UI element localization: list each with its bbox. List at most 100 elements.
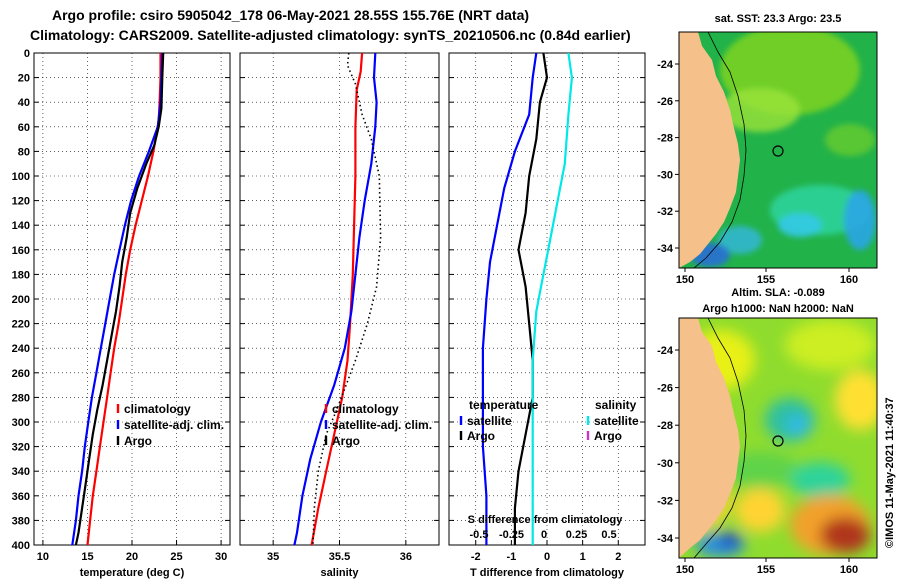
y-tick-label: 260 (12, 368, 30, 380)
sla-map: Altim. SLA: -0.089 Argo h1000: NaN h2000… (657, 287, 878, 576)
x-tick-label: 36 (400, 551, 412, 563)
y-tick-label: 360 (12, 491, 30, 503)
lat-tick-label: -26 (657, 96, 673, 108)
series-argo (312, 52, 382, 546)
panel-frame-salinity (239, 52, 440, 546)
lat-tick-label: -32 (657, 495, 673, 507)
y-tick-label: 400 (12, 540, 30, 552)
title-line-2: Climatology: CARS2009. Satellite-adjuste… (30, 27, 631, 43)
secondary-x-tick-label: -0.25 (499, 529, 524, 541)
x-tick-label: 1 (580, 551, 586, 563)
legend-label: satellite (594, 414, 639, 428)
series-satellite-adj-clim- (71, 52, 164, 546)
lat-tick-label: -34 (657, 533, 674, 545)
x-tick-label: -1 (506, 551, 516, 563)
legend-title-salinity: salinity (595, 398, 637, 412)
panel-frame-temperature (33, 52, 231, 546)
legend-label: Argo (594, 429, 622, 443)
title-line-1: Argo profile: csiro 5905042_178 06-May-2… (52, 7, 529, 23)
profile-panels: 0204060801001201401601802002202402602803… (12, 48, 646, 579)
y-tick-label: 100 (12, 171, 30, 183)
lon-tick-label: 155 (757, 274, 775, 286)
x-tick-label: 2 (615, 551, 621, 563)
y-tick-label: 340 (12, 466, 30, 478)
y-tick-label: 300 (12, 417, 30, 429)
panel-frame-differences (448, 52, 646, 546)
y-tick-label: 280 (12, 392, 30, 404)
legend-label: satellite (467, 414, 512, 428)
series-temperature-argo (513, 52, 549, 545)
y-tick-label: 160 (12, 245, 30, 257)
lat-tick-label: -34 (657, 243, 674, 255)
lat-tick-label: -24 (657, 59, 674, 71)
x-axis-label: T difference from climatology (470, 567, 625, 579)
x-tick-label: 0 (544, 551, 550, 563)
x-tick-label: 10 (37, 551, 49, 563)
lon-tick-label: 150 (676, 274, 694, 286)
x-tick-label: -2 (471, 551, 481, 563)
series-climatology (310, 52, 364, 546)
secondary-x-tick-label: 0.5 (601, 529, 616, 541)
sst-map: sat. SST: 23.3 Argo: 23.5 -24 -26 -28 -30 -3… (657, 13, 878, 286)
x-axis-label: temperature (deg C) (80, 567, 185, 579)
y-tick-label: 140 (12, 220, 30, 232)
secondary-x-tick-label: -0.5 (470, 529, 489, 541)
lat-tick-label: -28 (657, 133, 673, 145)
x-tick-label: 25 (170, 551, 182, 563)
x-tick-label: 35.5 (329, 551, 350, 563)
panel-salinity: 35 35.5 36 salinity climatology satellite-adj… (239, 52, 440, 579)
legend-label: Argo (124, 434, 152, 448)
y-tick-label: 180 (12, 269, 30, 281)
sst-map-title: sat. SST: 23.3 Argo: 23.5 (715, 13, 842, 25)
series-argo (74, 52, 165, 546)
imos-stamp: ©IMOS 11-May-2021 11:40:37 (884, 397, 896, 548)
lat-tick-label: -24 (657, 345, 674, 357)
land-mass-2 (679, 318, 740, 558)
argo-location-marker (772, 145, 784, 157)
y-tick-label: 220 (12, 319, 30, 331)
sla-map-title-1: Altim. SLA: -0.089 (731, 287, 825, 299)
legend-label: Argo (332, 434, 360, 448)
panel-temperature: 0 20 40 60 80 100 120 140 160 180 200 220 240 260 280 3… (12, 48, 231, 579)
y-tick-label: 20 (18, 73, 30, 85)
lon-tick-label: 160 (840, 564, 858, 576)
lon-tick-label: 160 (840, 274, 858, 286)
x-tick-label: 30 (215, 551, 227, 563)
x-tick-label: 35 (267, 551, 279, 563)
lat-tick-label: -30 (657, 458, 673, 470)
lat-tick-label: -32 (657, 206, 673, 218)
series-salinity-satellite (531, 52, 573, 545)
y-tick-label: 60 (18, 122, 30, 134)
lat-tick-label: -30 (657, 169, 673, 181)
secondary-x-tick-label: 0 (541, 529, 547, 541)
y-tick-label: 380 (12, 515, 30, 527)
y-tick-label: 40 (18, 97, 30, 109)
legend-label: satellite-adj. clim. (124, 418, 224, 432)
lat-tick-label: -28 (657, 420, 673, 432)
series-satellite-adj-clim- (293, 52, 378, 546)
x-axis-label: salinity (321, 567, 360, 579)
y-tick-label: 320 (12, 442, 30, 454)
lon-tick-label: 150 (676, 564, 694, 576)
legend-label: climatology (124, 402, 191, 416)
lat-tick-label: -26 (657, 383, 673, 395)
y-tick-label: 120 (12, 196, 30, 208)
legend-label: satellite-adj. clim. (332, 418, 432, 432)
series-temperature-satellite (481, 52, 538, 545)
y-tick-label: 80 (18, 146, 30, 158)
y-tick-label: 0 (24, 48, 30, 60)
legend-label: Argo (467, 429, 495, 443)
sla-map-title-2: Argo h1000: NaN h2000: NaN (702, 303, 854, 315)
argo-location-marker-2 (772, 435, 784, 447)
secondary-x-axis-label: S difference from climatology (468, 514, 624, 526)
y-tick-label: 240 (12, 343, 30, 355)
y-tick-label: 200 (12, 294, 30, 306)
legend-label: climatology (332, 402, 399, 416)
x-tick-label: 15 (81, 551, 93, 563)
panel-differences: -2 -1 0 1 2 T difference from climatology temp… (448, 52, 646, 579)
legend-title-temperature: temperature (469, 398, 539, 412)
land-mass (679, 32, 740, 268)
secondary-x-tick-label: 0.25 (566, 529, 587, 541)
lon-tick-label: 155 (757, 564, 775, 576)
